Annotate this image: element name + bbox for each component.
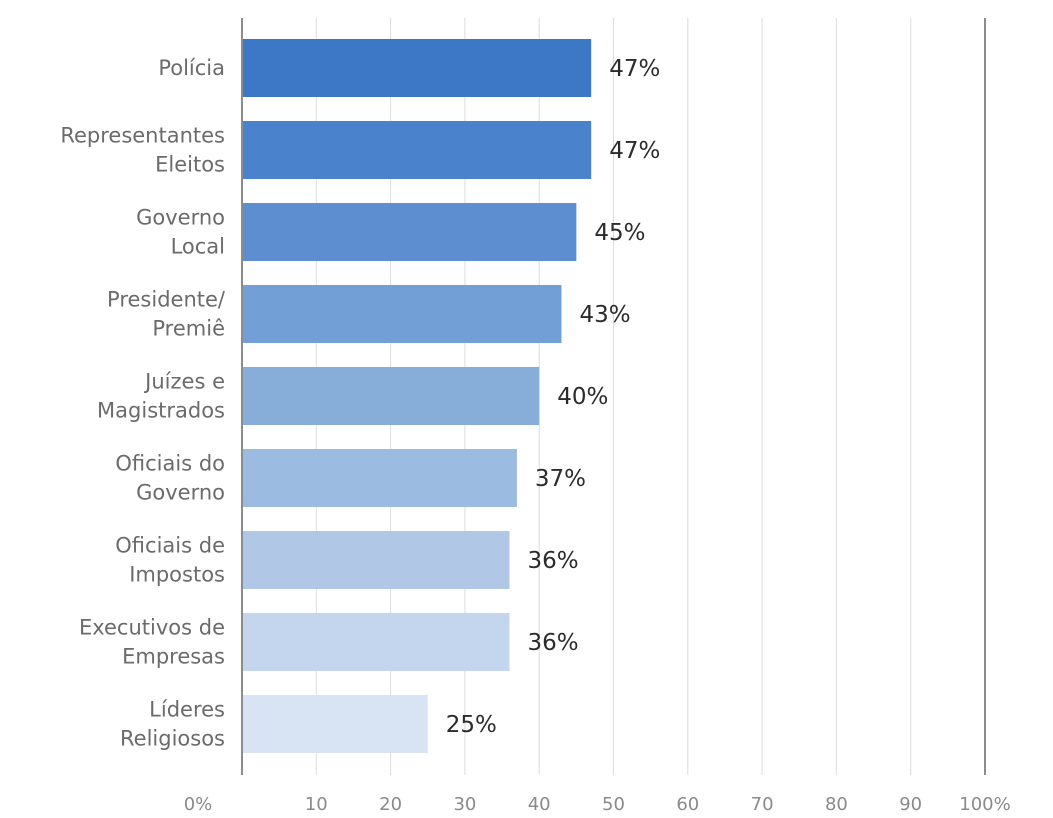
x-tick-label: 60 bbox=[676, 794, 699, 815]
x-tick-label: 20 bbox=[379, 794, 402, 815]
x-tick-label: 90 bbox=[899, 794, 922, 815]
category-label: Governo bbox=[136, 481, 225, 505]
bar bbox=[242, 39, 592, 97]
category-label: Governo bbox=[136, 206, 225, 230]
x-tick-label: 30 bbox=[453, 794, 476, 815]
bar bbox=[242, 613, 510, 671]
x-tick-label: 70 bbox=[751, 794, 774, 815]
category-label: Presidente/ bbox=[107, 288, 226, 312]
category-label: Local bbox=[171, 235, 225, 259]
bars bbox=[242, 39, 592, 753]
category-label: Representantes bbox=[60, 124, 225, 148]
category-label: Líderes bbox=[149, 698, 225, 722]
category-label: Religiosos bbox=[120, 727, 225, 751]
data-label: 37% bbox=[535, 466, 586, 492]
data-label: 25% bbox=[446, 712, 497, 738]
data-label: 40% bbox=[557, 384, 608, 410]
x-tick-label: 40 bbox=[528, 794, 551, 815]
x-tick-label: 80 bbox=[825, 794, 848, 815]
category-label: Polícia bbox=[158, 56, 225, 80]
data-label: 43% bbox=[579, 302, 630, 328]
labels: 47% Polícia 47% Representantes Eleitos 45% Gov… bbox=[60, 56, 1010, 815]
category-label: Eleitos bbox=[155, 153, 225, 177]
x-tick-label: 100% bbox=[959, 794, 1010, 815]
category-label: Impostos bbox=[129, 563, 225, 587]
bar bbox=[242, 203, 577, 261]
x-tick-label: 50 bbox=[602, 794, 625, 815]
category-label: Executivos de bbox=[79, 616, 225, 640]
category-label: Magistrados bbox=[97, 399, 225, 423]
data-label: 47% bbox=[609, 138, 660, 164]
bar bbox=[242, 695, 428, 753]
x-tick-label: 0% bbox=[184, 794, 213, 815]
category-label: Juízes e bbox=[143, 370, 225, 394]
data-label: 36% bbox=[527, 548, 578, 574]
data-label: 47% bbox=[609, 56, 660, 82]
bar bbox=[242, 449, 517, 507]
x-tick-label: 10 bbox=[305, 794, 328, 815]
category-label: Oficiais de bbox=[115, 534, 225, 558]
data-label: 36% bbox=[527, 630, 578, 656]
bar bbox=[242, 531, 510, 589]
data-label: 45% bbox=[594, 220, 645, 246]
bar bbox=[242, 121, 592, 179]
category-label: Empresas bbox=[122, 645, 225, 669]
category-label: Oficiais do bbox=[115, 452, 225, 476]
bar bbox=[242, 367, 540, 425]
category-label: Premiê bbox=[152, 317, 225, 341]
bar bbox=[242, 285, 562, 343]
